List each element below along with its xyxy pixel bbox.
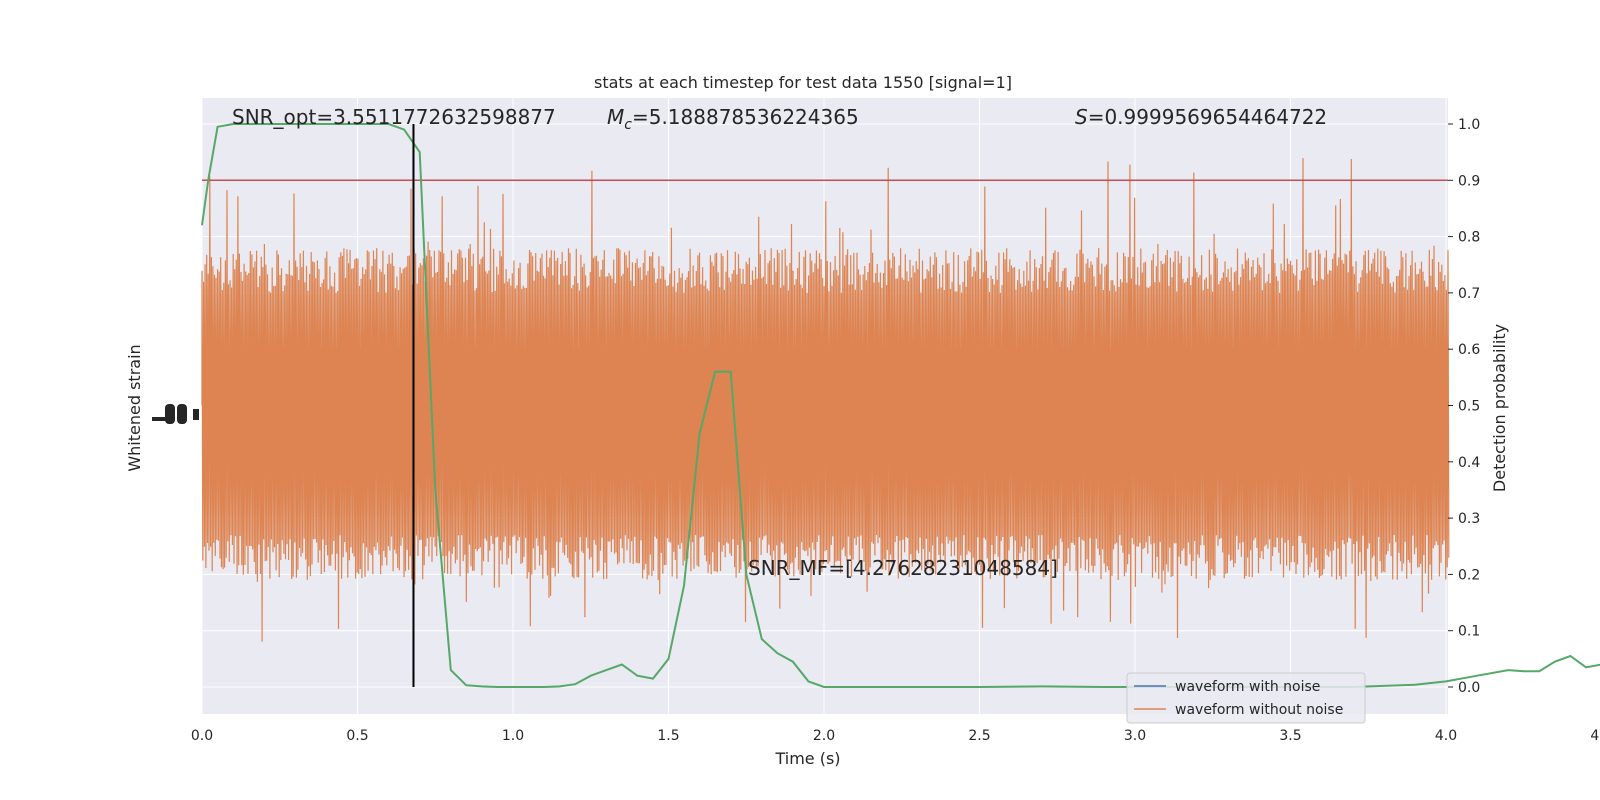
x-tick-label: 0.5 [346,728,368,744]
mc-symbol: M [607,105,624,129]
overlapped-tick-label [165,404,175,424]
overlapped-tick-label [177,404,187,424]
right-axis-tick-label: 0.2 [1458,567,1480,583]
legend-label-with-noise: waveform with noise [1175,679,1320,695]
overlapped-tick-label [193,409,199,420]
chirp-mass-annotation: Mc=5.188878536224365 [607,105,859,133]
probability-line [201,123,1600,688]
mc-value: =5.188878536224365 [632,105,859,129]
x-tick-label: 0.0 [191,728,213,744]
left-axis-label: Whitened strain [125,344,144,471]
noise-waveform [201,158,1450,642]
x-tick-label: 4.0 [1435,728,1457,744]
x-tick-label: 2.0 [813,728,835,744]
legend-box [1126,672,1366,724]
s-symbol: S [1075,105,1088,129]
right-axis-tick-label: 0.8 [1458,230,1480,246]
snr-mf-annotation: SNR_MF=[4.27628231048584] [748,556,1058,580]
right-axis-tick-label: 0.0 [1458,680,1480,696]
x-tick-label: 1.0 [502,728,524,744]
right-axis-tick-label: 0.1 [1458,624,1480,640]
legend: waveform with noise waveform without noi… [1126,672,1366,724]
legend-label-without-noise: waveform without noise [1175,702,1343,718]
x-tick-label: 1.5 [657,728,679,744]
right-axis-ticks: 0.0 0.1 0.2 0.3 0.4 0.5 0.6 0.7 0.8 0.9 1.0 [1448,117,1480,696]
x-tick-label: 4.5 [1590,728,1600,744]
right-axis-tick-label: 1.0 [1458,117,1480,133]
x-tick-label: 3.0 [1124,728,1146,744]
x-axis-ticks: 0.00.51.01.52.02.53.03.54.04.55.05.56.06… [191,728,1600,744]
right-axis-tick-label: 0.3 [1458,511,1480,527]
right-axis-tick-label: 0.7 [1458,286,1480,302]
right-axis-tick-label: 0.6 [1458,342,1480,358]
right-axis-tick-label: 0.5 [1458,399,1480,415]
x-tick-label: 3.5 [1279,728,1301,744]
chart-title: stats at each timestep for test data 155… [594,73,1012,92]
mc-subscript: c [624,117,632,133]
snr-opt-annotation: SNR_opt=3.5511772632598877 [232,105,556,129]
overlapped-tick-label [152,417,166,421]
x-tick-label: 2.5 [968,728,990,744]
s-value: =0.9999569654464722 [1088,105,1327,129]
right-axis-tick-label: 0.4 [1458,455,1480,471]
right-axis-label: Detection probability [1490,324,1509,492]
noise-waveform-trace [201,158,1450,642]
x-axis-label: Time (s) [774,749,840,768]
s-annotation: S=0.9999569654464722 [1075,105,1327,129]
right-axis-tick-label: 0.9 [1458,173,1480,189]
left-axis-overlapping-ticks [152,404,199,424]
